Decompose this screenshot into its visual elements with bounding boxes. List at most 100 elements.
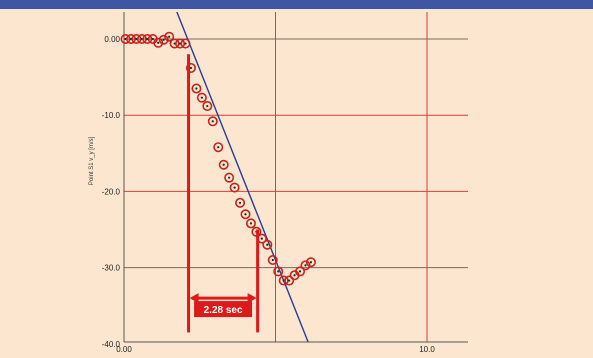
data-point-dot [211, 120, 214, 123]
grid-layer [123, 12, 468, 343]
data-point-dot [184, 42, 187, 45]
data-point [229, 182, 240, 193]
data-point-dot [157, 41, 160, 44]
data-point [300, 260, 311, 271]
data-point [267, 254, 278, 265]
data-point-ring [235, 197, 246, 208]
data-point [284, 275, 295, 286]
data-point-ring [295, 266, 306, 277]
y-tick-label: -30.0 [102, 264, 121, 273]
data-point-dot [304, 264, 307, 267]
y-tick-label: 0.00 [104, 35, 120, 44]
data-point-dot [200, 96, 203, 99]
data-point-ring [153, 37, 164, 48]
data-point-ring [224, 172, 235, 183]
data-point [185, 62, 196, 73]
data-point-ring [218, 159, 229, 170]
data-point [224, 172, 235, 183]
data-point-dot [195, 87, 198, 90]
y-axis-title: Point S1 v_y [m/s] [89, 136, 95, 185]
regression-line [176, 12, 309, 342]
data-point-dot [298, 270, 302, 273]
data-point-ring [213, 142, 224, 153]
data-point-dot [288, 279, 291, 282]
duration-label-box [194, 301, 253, 318]
data-point [158, 34, 169, 45]
data-point-dot [162, 38, 165, 41]
data-point [235, 197, 246, 208]
data-point-dot [271, 258, 274, 262]
data-point-ring [245, 218, 256, 229]
x-tick-label: 0.00 [116, 345, 132, 354]
data-point-dot [238, 201, 242, 204]
data-point-ring [284, 275, 295, 286]
data-point [273, 266, 284, 277]
data-point [202, 101, 213, 112]
data-point-dot [168, 35, 171, 38]
data-point-ring [125, 33, 136, 44]
data-point-ring [267, 254, 278, 265]
data-point-ring [142, 33, 153, 44]
data-point [191, 83, 202, 94]
data-point-ring [202, 101, 213, 112]
data-point-dot [293, 274, 296, 277]
data-point [180, 38, 191, 49]
data-point-dot [244, 213, 247, 216]
y-tick-label: -10.0 [102, 111, 121, 120]
data-point-ring [131, 33, 142, 44]
data-point-ring [305, 257, 316, 268]
data-point-ring [180, 38, 191, 49]
data-point-ring [185, 62, 196, 73]
tick-label-layer: 0.00-10.0-20.0-30.0-40.00.00 10.0 [102, 35, 436, 354]
data-point-ring [240, 209, 251, 220]
data-point [153, 37, 164, 48]
data-point-ring [262, 239, 273, 250]
data-point-ring [175, 38, 186, 49]
data-point-dot [151, 37, 154, 41]
data-point-dot [266, 243, 269, 246]
data-point-ring [158, 34, 169, 45]
data-point-ring [207, 116, 218, 127]
data-point [295, 266, 306, 277]
data-point [196, 92, 207, 103]
data-point [213, 142, 224, 153]
data-point-dot [217, 146, 220, 149]
data-point-layer [120, 31, 316, 286]
data-point-ring [229, 182, 240, 193]
data-point [305, 257, 316, 268]
data-point-ring [278, 275, 289, 286]
y-tick-label: -20.0 [102, 187, 121, 196]
data-point [240, 209, 251, 220]
data-point-dot [277, 270, 280, 273]
data-point-ring [300, 260, 311, 271]
data-point [245, 218, 256, 229]
fit-line-layer [176, 12, 309, 342]
data-point-dot [249, 222, 253, 225]
duration-label: 2.28 sec [204, 305, 243, 316]
data-point [218, 159, 229, 170]
data-point-dot [189, 66, 193, 70]
arrow-head-right [247, 293, 257, 304]
data-point-ring [136, 33, 147, 44]
y-tick-label: -40.0 [102, 340, 121, 349]
data-point [262, 239, 273, 250]
data-point-ring [196, 92, 207, 103]
arrow-head-left [189, 293, 199, 304]
x-tick-label: 10.0 [419, 345, 435, 354]
data-point-dot [260, 237, 263, 240]
data-point-dot [222, 163, 225, 166]
data-point-ring [120, 33, 131, 44]
top-banner-bar [0, 0, 593, 9]
data-point-ring [164, 31, 175, 42]
data-point-dot [206, 104, 209, 108]
data-point-dot [233, 186, 236, 189]
data-point [164, 31, 175, 42]
data-point-ring [273, 266, 284, 277]
data-point-dot [309, 261, 313, 264]
data-point-ring [169, 38, 180, 49]
duration-annotation: 2.28 sec [187, 54, 260, 333]
data-point-ring [191, 83, 202, 94]
data-point-dot [228, 176, 231, 179]
data-point [207, 116, 218, 127]
